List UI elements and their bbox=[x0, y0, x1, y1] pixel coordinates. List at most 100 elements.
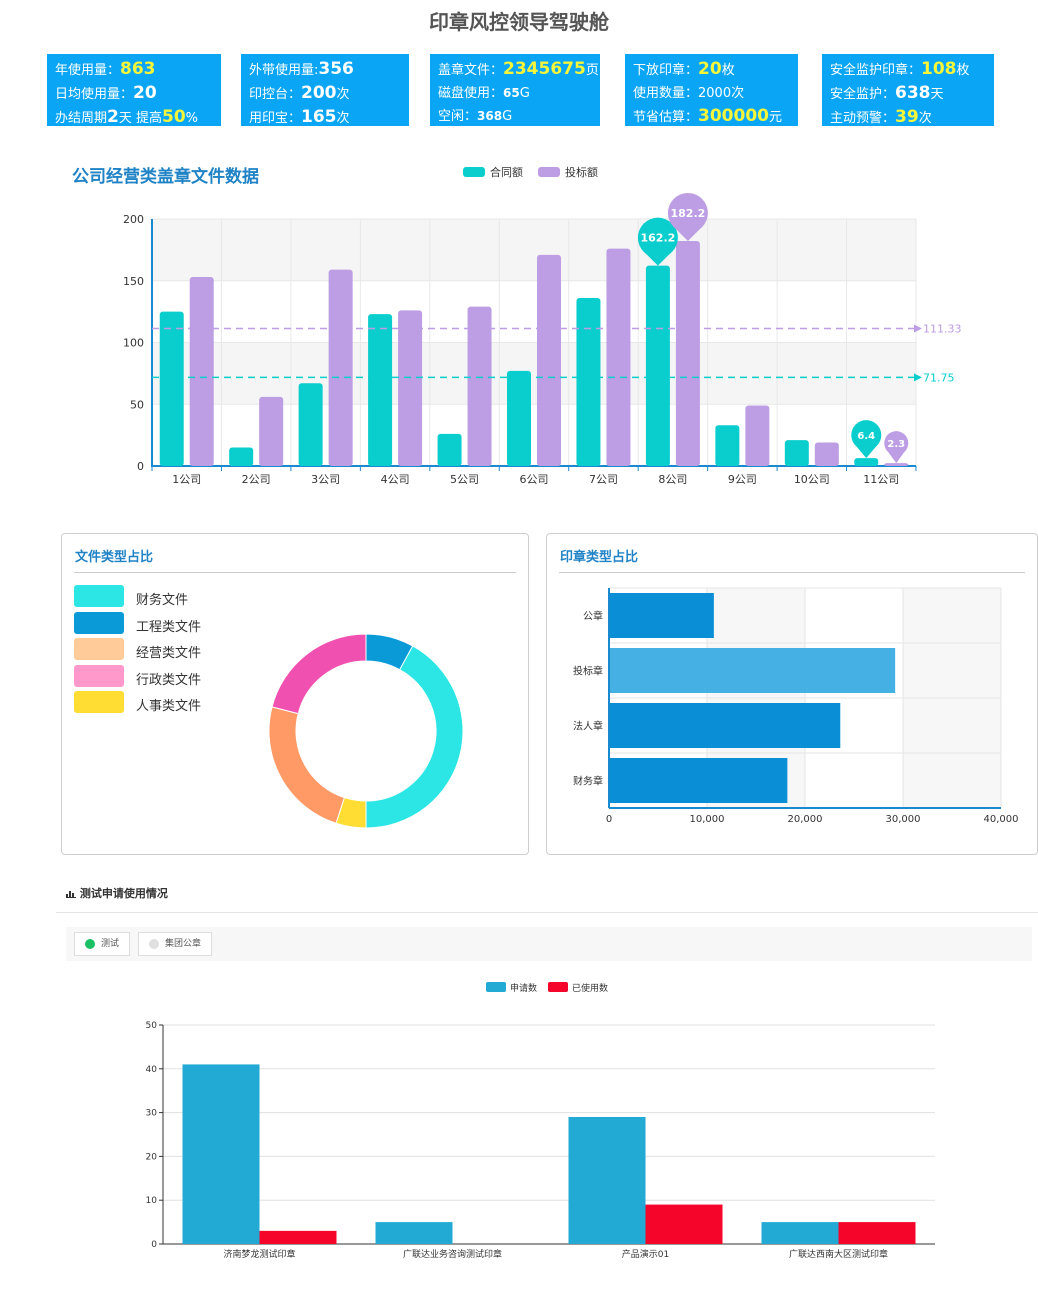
tab-group-seal[interactable]: 集团公章 bbox=[138, 932, 213, 956]
stat-value: 165 bbox=[301, 107, 337, 127]
stat-label: 天 bbox=[930, 87, 944, 102]
chart-legend: 合同额 投标额 bbox=[463, 165, 598, 179]
stat-row: 下放印章：20枚 bbox=[633, 58, 790, 82]
stat-label: 办结周期 bbox=[55, 111, 108, 126]
stat-label: 下放印章： bbox=[633, 63, 699, 78]
pin-label: 182.2 bbox=[671, 207, 706, 220]
stat-label: 节省估算： bbox=[633, 110, 699, 125]
y-tick-label: 150 bbox=[123, 275, 144, 288]
page-title: 印章风控领导驾驶舱 bbox=[429, 10, 609, 34]
legend-swatch bbox=[74, 664, 124, 687]
stat-value: 20 bbox=[133, 83, 157, 103]
x-tick-label: 8公司 bbox=[658, 473, 687, 486]
stat-label: 盖章文件： bbox=[438, 63, 504, 78]
stat-value: 368 bbox=[477, 109, 503, 123]
x-tick-label: 6公司 bbox=[520, 473, 549, 486]
x-tick-label: 10,000 bbox=[690, 814, 725, 825]
stat-row: 磁盘使用：65G bbox=[438, 82, 592, 105]
bar bbox=[609, 648, 896, 693]
bar bbox=[609, 703, 841, 748]
bar bbox=[645, 265, 670, 466]
bar bbox=[814, 442, 839, 466]
bar bbox=[375, 1222, 453, 1244]
x-tick-label: 广联达西南大区测试印章 bbox=[789, 1248, 888, 1260]
stat-row: 年使用量：863 bbox=[55, 58, 213, 82]
tab-test[interactable]: 测试 bbox=[74, 932, 131, 956]
status-dot-icon bbox=[85, 939, 95, 949]
marker-pin: 182.2 bbox=[667, 192, 708, 241]
file-type-title: 文件类型占比 bbox=[75, 550, 154, 565]
bar bbox=[745, 405, 770, 466]
pin-head bbox=[667, 192, 708, 233]
stat-value: 2 bbox=[107, 107, 119, 127]
stat-row: 节省估算：300000元 bbox=[633, 105, 790, 129]
y-tick-label: 投标章 bbox=[573, 665, 603, 678]
legend-label: 工程类文件 bbox=[136, 619, 202, 635]
bar bbox=[182, 1064, 260, 1244]
legend-swatch bbox=[74, 691, 124, 713]
stat-row: 安全监护：638天 bbox=[830, 82, 986, 106]
pin-head bbox=[851, 420, 882, 451]
y-tick-label: 200 bbox=[123, 213, 144, 226]
stat-label: 使用数量： bbox=[633, 86, 699, 101]
stat-label: 次 bbox=[918, 111, 932, 126]
stat-label: 安全监护印章： bbox=[830, 63, 922, 78]
stat-row: 印控台：200次 bbox=[249, 82, 401, 106]
pin-label: 2.3 bbox=[887, 439, 905, 450]
seal-type-panel: 印章类型占比 0 10,000 20,000 30,000 40,000 公章 投标章 法人章… bbox=[546, 533, 1038, 855]
x-tick-label: 10公司 bbox=[794, 473, 830, 486]
mean-label: 71.75 bbox=[923, 371, 955, 384]
legend-swatch bbox=[74, 585, 124, 607]
bar bbox=[189, 277, 214, 466]
stat-row: 使用数量：2000次 bbox=[633, 82, 790, 105]
test-usage-bar-chart: 申请数 已使用数 0 10 20 30 40 50 济南梦龙测试印章 广联达业务咨询测试印章 产品演… bbox=[146, 982, 935, 1260]
y-tick-label: 财务章 bbox=[573, 775, 603, 788]
bar bbox=[675, 240, 700, 466]
y-tick-label: 0 bbox=[151, 1240, 157, 1250]
bar bbox=[715, 425, 740, 466]
donut-slice bbox=[271, 633, 367, 715]
marker-pin: 6.4 bbox=[851, 420, 882, 459]
marker-pin: 162.2 bbox=[637, 217, 678, 266]
stat-value: 50 bbox=[162, 107, 186, 127]
y-tick-label: 20 bbox=[146, 1152, 158, 1162]
stat-label: 用印宝： bbox=[249, 111, 302, 126]
x-tick-label: 4公司 bbox=[381, 473, 410, 486]
x-tick-label: 0 bbox=[606, 814, 612, 825]
stat-label: % bbox=[185, 111, 199, 126]
stat-label: 2000 bbox=[698, 86, 732, 101]
chart-legend: 申请数 已使用数 bbox=[486, 982, 608, 994]
x-tick-label: 30,000 bbox=[886, 814, 921, 825]
bar bbox=[437, 433, 462, 466]
stat-row: 用印宝：165次 bbox=[249, 106, 401, 130]
bar bbox=[259, 1230, 337, 1244]
stat-row: 安全监护印章：108枚 bbox=[830, 58, 986, 82]
bar bbox=[259, 396, 284, 466]
legend-label: 申请数 bbox=[510, 982, 537, 994]
legend-label: 财务文件 bbox=[136, 593, 189, 608]
stat-row: 主动预警：39次 bbox=[830, 106, 986, 130]
divider bbox=[56, 912, 1038, 913]
stat-value: 108 bbox=[921, 59, 957, 79]
x-tick-label: 20,000 bbox=[788, 814, 823, 825]
x-tick-label: 9公司 bbox=[728, 473, 757, 486]
x-tick-label: 7公司 bbox=[589, 473, 618, 486]
stat-value: 356 bbox=[318, 59, 354, 79]
stat-row: 空闲：368G bbox=[438, 105, 592, 128]
legend-label: 经营类文件 bbox=[136, 646, 202, 661]
bar bbox=[467, 306, 492, 466]
stat-label: 元 bbox=[769, 110, 783, 125]
stat-label: 年使用量： bbox=[55, 63, 121, 78]
legend-swatch bbox=[548, 982, 568, 992]
bar bbox=[884, 463, 909, 466]
donut-slice bbox=[365, 645, 464, 829]
x-tick-label: 1公司 bbox=[172, 473, 201, 486]
y-tick-label: 40 bbox=[146, 1065, 158, 1075]
bar bbox=[507, 370, 531, 466]
bar bbox=[298, 383, 323, 466]
bar bbox=[537, 254, 561, 466]
x-tick-label: 广联达业务咨询测试印章 bbox=[403, 1248, 502, 1260]
stat-label: 次 bbox=[336, 87, 350, 102]
bar bbox=[368, 314, 393, 466]
